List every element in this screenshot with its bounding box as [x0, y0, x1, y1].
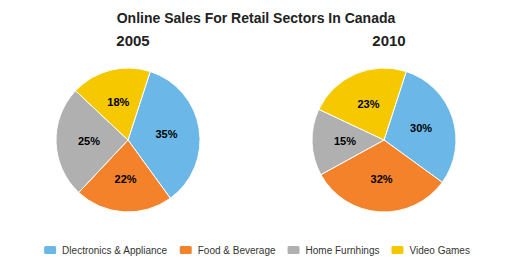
svg-text:35%: 35% — [156, 128, 178, 140]
svg-text:Dlectronics & Appliance: Dlectronics & Appliance — [62, 245, 167, 256]
svg-text:Home Furnhings: Home Furnhings — [306, 245, 380, 256]
svg-text:2010: 2010 — [372, 32, 405, 49]
svg-text:18%: 18% — [107, 96, 129, 108]
svg-text:25%: 25% — [78, 135, 100, 147]
svg-text:Online Sales For Retail Sector: Online Sales For Retail Sectors In Canad… — [117, 10, 396, 26]
svg-text:32%: 32% — [371, 173, 393, 185]
svg-text:Food & Beverage: Food & Beverage — [198, 245, 276, 256]
svg-text:30%: 30% — [410, 122, 432, 134]
svg-text:Video Games: Video Games — [409, 245, 469, 256]
svg-text:23%: 23% — [357, 98, 379, 110]
svg-text:22%: 22% — [115, 173, 137, 185]
svg-text:15%: 15% — [334, 135, 356, 147]
svg-text:2005: 2005 — [116, 32, 149, 49]
